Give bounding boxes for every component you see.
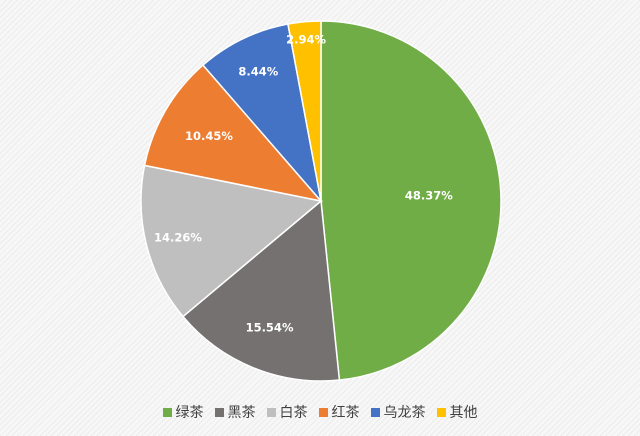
legend-label: 乌龙茶 [383,405,426,421]
slice-data-label: 8.44% [238,64,278,78]
legend-label: 红茶 [331,405,360,421]
legend-item: 红茶 [318,402,360,422]
pie-slice-6 [287,20,322,202]
legend-swatch [214,407,224,417]
slice-data-label: 14.26% [154,230,202,244]
slice-data-label: 2.94% [286,33,326,47]
legend-item: 绿茶 [162,402,204,422]
legend-label: 黑茶 [227,405,256,421]
legend-item: 白茶 [266,402,308,422]
slice-data-label: 15.54% [246,321,294,335]
pie-slice-1 [320,20,502,381]
pie-slice-2 [181,199,341,382]
legend-swatch [370,407,380,417]
legend-swatch [436,407,446,417]
legend-swatch [318,407,328,417]
legend-item: 黑茶 [214,402,256,422]
legend-label: 其他 [449,405,478,421]
legend-item: 其他 [436,402,478,422]
legend-swatch [162,407,172,417]
pie-slice-4 [143,64,324,203]
slice-data-label: 48.37% [405,188,453,202]
pie-slice-3 [140,164,323,318]
legend-item: 乌龙茶 [370,402,426,422]
slice-data-label: 10.45% [185,129,233,143]
chart-legend: 绿茶 黑茶 白茶 红茶 乌龙茶 其他 [0,401,640,423]
legend-swatch [266,407,276,417]
legend-label: 白茶 [279,405,308,421]
pie-slice-5 [201,23,323,204]
legend-label: 绿茶 [175,405,204,421]
